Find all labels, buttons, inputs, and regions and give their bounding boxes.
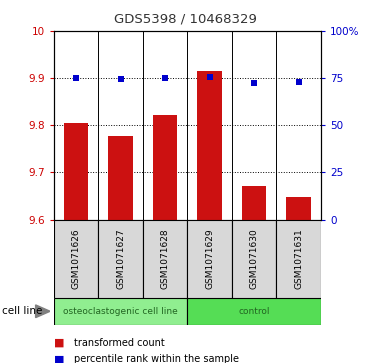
Text: GSM1071626: GSM1071626 [72, 228, 81, 289]
Bar [108, 136, 133, 220]
Bar [54, 220, 98, 298]
Bar [232, 220, 276, 298]
Bar [197, 71, 222, 220]
Text: cell line: cell line [2, 306, 42, 316]
Bar [242, 185, 266, 220]
Text: GSM1071627: GSM1071627 [116, 228, 125, 289]
Text: GSM1071630: GSM1071630 [250, 228, 259, 289]
Bar [187, 220, 232, 298]
Text: percentile rank within the sample: percentile rank within the sample [74, 354, 239, 363]
Text: GSM1071629: GSM1071629 [205, 228, 214, 289]
Bar [143, 220, 187, 298]
Polygon shape [36, 305, 50, 318]
Text: transformed count: transformed count [74, 338, 165, 348]
Bar [153, 115, 177, 220]
Text: osteoclastogenic cell line: osteoclastogenic cell line [63, 307, 178, 316]
Bar [98, 220, 143, 298]
Bar [276, 220, 321, 298]
Bar [54, 298, 187, 325]
Text: control: control [239, 307, 270, 316]
Bar [286, 197, 311, 220]
Text: ■: ■ [54, 354, 64, 363]
Text: GSM1071631: GSM1071631 [294, 228, 303, 289]
Text: GSM1071628: GSM1071628 [161, 228, 170, 289]
Text: ■: ■ [54, 338, 64, 348]
Bar [187, 298, 321, 325]
Bar [64, 123, 88, 220]
Text: GDS5398 / 10468329: GDS5398 / 10468329 [114, 13, 257, 26]
